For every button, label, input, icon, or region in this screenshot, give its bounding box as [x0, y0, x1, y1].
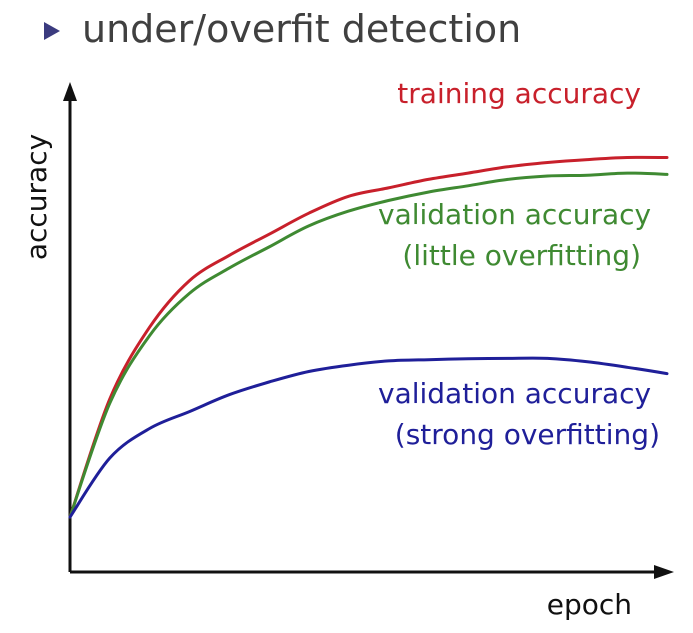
annotation-validation-little-overfitting: validation accuracy (little overfitting)	[378, 198, 660, 272]
x-axis-arrow-icon	[654, 565, 674, 579]
annotation-validation-strong-overfitting: validation accuracy (strong overfitting)	[378, 377, 660, 451]
annotation-training-line-1: training accuracy	[397, 77, 641, 110]
annotation-validation-strong-line-1: validation accuracy	[378, 377, 651, 410]
series-line-validation-little-overfitting	[68, 171, 669, 519]
series-line-validation-strong-overfitting	[68, 356, 669, 519]
y-axis-label: accuracy	[20, 134, 53, 260]
annotation-training-accuracy: training accuracy	[397, 77, 641, 110]
slide-heading: under/overfit detection	[44, 4, 521, 54]
y-axis-arrow-icon	[63, 82, 77, 101]
annotation-validation-little-line-2: (little overfitting)	[402, 239, 641, 272]
annotation-validation-strong-line-2: (strong overfitting)	[395, 418, 660, 451]
x-axis-label: epoch	[547, 588, 632, 621]
bullet-arrow-icon	[44, 22, 60, 40]
series-line-training	[68, 155, 669, 519]
heading-text: under/overfit detection	[82, 7, 522, 51]
annotation-validation-little-line-1: validation accuracy	[378, 198, 651, 231]
